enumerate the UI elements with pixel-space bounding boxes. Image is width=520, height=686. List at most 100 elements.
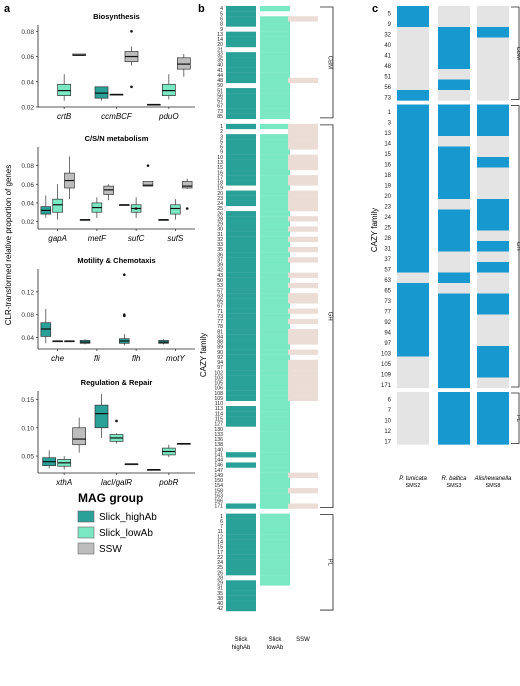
heatmap-cell (260, 564, 290, 571)
heatmap-cell (288, 395, 318, 402)
row-label: 103 (214, 375, 223, 381)
row-label: 3 (220, 134, 223, 140)
row-label: 67 (217, 304, 223, 310)
heatmap-cell (397, 79, 429, 91)
heatmap-cell (288, 77, 318, 84)
row-label: 144 (214, 458, 223, 464)
group-bracket (511, 392, 520, 444)
heatmap-cell (260, 272, 290, 278)
heatmap-cell (477, 178, 509, 189)
row-label: 19 (384, 184, 391, 190)
row-label: 23 (384, 205, 391, 211)
row-label: 78 (217, 324, 223, 330)
heatmap-cell (226, 462, 256, 468)
heatmap-cell (397, 367, 429, 378)
row-label: 166 (214, 499, 223, 505)
heatmap-cell (438, 125, 470, 137)
heatmap-cell (260, 482, 290, 489)
heatmap-cell (260, 334, 290, 340)
heatmap-cell (397, 293, 429, 305)
heatmap-cell (226, 344, 256, 350)
row-label: 17 (217, 550, 223, 556)
heatmap-cell (397, 90, 429, 101)
heatmap-cell (477, 136, 509, 147)
row-label: 103 (381, 352, 392, 358)
heatmap-cell (397, 356, 429, 368)
heatmap-cell (260, 226, 290, 232)
row-label: 16 (384, 163, 391, 169)
row-label: 32 (217, 52, 223, 58)
heatmap-cell (397, 377, 429, 389)
row-label: 140 (214, 447, 223, 453)
row-label: 2 (220, 129, 223, 135)
heatmap-cell (288, 488, 318, 494)
y-tick-label: 0.06 (21, 54, 34, 61)
heatmap-cell (397, 104, 429, 116)
row-label: 18 (384, 173, 391, 179)
row-label: 146 (214, 463, 223, 469)
row-label: 113 (215, 406, 223, 412)
heatmap-cell (438, 115, 470, 126)
box-Slick_lowAb (52, 198, 63, 213)
heatmap-cell (397, 325, 429, 336)
row-label: 6 (220, 519, 223, 525)
heatmap-cell (226, 364, 256, 371)
row-label: 32 (217, 237, 223, 243)
row-label: 40 (384, 43, 391, 49)
heatmap-cell (260, 93, 290, 99)
heatmap-cell (260, 88, 290, 94)
row-label: 108 (214, 391, 223, 397)
heatmap-cell (477, 79, 509, 91)
column-label: P. tunicata (399, 476, 427, 482)
heatmap-cell (260, 580, 290, 586)
row-label: 9 (220, 27, 223, 33)
row-label: 40 (217, 63, 223, 69)
heatmap-cell (438, 199, 470, 210)
column-label: highAb (232, 645, 251, 651)
panel-a-boxplots: Biosynthesis 0.02 0.04 0.06 0.08 crtB ccmBCF pd… (21, 12, 195, 487)
box-Slick_highAb (94, 86, 109, 99)
heatmap-cell (288, 282, 318, 289)
heatmap-cell (477, 58, 509, 70)
heatmap-cell (226, 36, 256, 43)
heatmap-cell (226, 21, 256, 27)
heatmap-cell (288, 298, 318, 304)
row-label: 9 (220, 150, 223, 156)
heatmap-cell (288, 200, 318, 207)
heatmap-cell (477, 125, 509, 137)
heatmap-cell (288, 364, 318, 371)
y-tick-label: 0.10 (21, 425, 34, 432)
heatmap-cell (438, 69, 470, 80)
heatmap-cell (226, 308, 256, 314)
heatmap-cell (226, 257, 256, 263)
heatmap-cell (226, 98, 256, 104)
heatmap-cell (288, 349, 318, 355)
heatmap-cell (438, 304, 470, 315)
heatmap-cell (438, 6, 470, 17)
row-label: 89 (217, 345, 223, 351)
heatmap-cell (226, 298, 256, 304)
heatmap-cell (260, 21, 290, 27)
row-label: 6 (220, 145, 223, 151)
heatmap-cell (477, 392, 509, 403)
heatmap-cell (397, 283, 429, 294)
row-label: 106 (214, 386, 223, 392)
heatmap-cell (226, 559, 256, 566)
heatmap-cell (438, 136, 470, 147)
heatmap-cell (438, 293, 470, 305)
heatmap-cell (226, 88, 256, 94)
panel-b-ylabel: CAZY family (199, 333, 208, 377)
heatmap-cell (288, 180, 318, 186)
heatmap-cell (288, 154, 318, 160)
row-label: 110 (215, 401, 223, 407)
facet-title: Motility & Chemotaxis (77, 256, 155, 265)
row-label: 88 (217, 340, 223, 346)
heatmap-cell (438, 272, 470, 284)
column-sublabel: SMS3 (447, 483, 462, 489)
heatmap-cell (226, 390, 256, 396)
row-label: 133 (214, 432, 223, 438)
row-label: 50 (217, 278, 223, 284)
row-label: 31 (217, 586, 223, 592)
heatmap-cell (260, 323, 290, 330)
y-tick-label: 0.08 (21, 312, 34, 319)
